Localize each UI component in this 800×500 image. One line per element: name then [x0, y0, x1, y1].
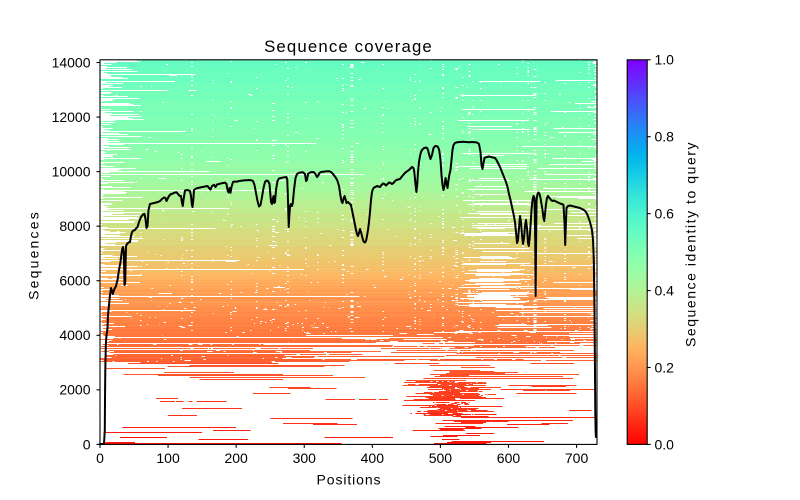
svg-text:1.0: 1.0: [655, 52, 675, 68]
svg-text:0: 0: [83, 436, 91, 452]
svg-text:6000: 6000: [59, 273, 90, 289]
svg-text:14000: 14000: [52, 54, 91, 70]
svg-text:0.0: 0.0: [655, 436, 675, 452]
svg-text:4000: 4000: [59, 327, 90, 343]
svg-text:10000: 10000: [52, 164, 91, 180]
svg-text:100: 100: [156, 450, 180, 466]
svg-text:200: 200: [224, 450, 248, 466]
svg-text:0.4: 0.4: [655, 282, 675, 298]
svg-text:600: 600: [497, 450, 521, 466]
svg-text:12000: 12000: [52, 109, 91, 125]
svg-text:Sequence coverage: Sequence coverage: [264, 37, 433, 56]
svg-text:0.8: 0.8: [655, 129, 675, 145]
svg-text:8000: 8000: [59, 218, 90, 234]
svg-text:Sequence identity to query: Sequence identity to query: [683, 141, 699, 347]
svg-text:0.6: 0.6: [655, 206, 675, 222]
svg-text:400: 400: [361, 450, 385, 466]
svg-text:700: 700: [565, 450, 589, 466]
svg-text:Positions: Positions: [317, 471, 382, 487]
svg-text:0: 0: [96, 450, 104, 466]
svg-text:0.2: 0.2: [655, 359, 675, 375]
svg-text:Sequences: Sequences: [26, 210, 42, 300]
svg-text:300: 300: [293, 450, 317, 466]
svg-text:500: 500: [429, 450, 453, 466]
svg-text:2000: 2000: [59, 382, 90, 398]
